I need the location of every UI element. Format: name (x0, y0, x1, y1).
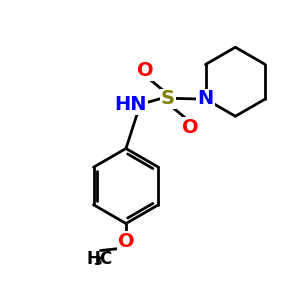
Text: H: H (87, 250, 101, 268)
Text: N: N (197, 89, 214, 109)
Text: N: N (197, 89, 214, 109)
Text: 3: 3 (94, 255, 102, 268)
Text: HN: HN (114, 95, 147, 115)
Text: O: O (118, 232, 134, 251)
Text: O: O (182, 118, 199, 137)
Text: C: C (100, 250, 112, 268)
Text: S: S (161, 89, 175, 109)
Text: O: O (137, 61, 154, 80)
